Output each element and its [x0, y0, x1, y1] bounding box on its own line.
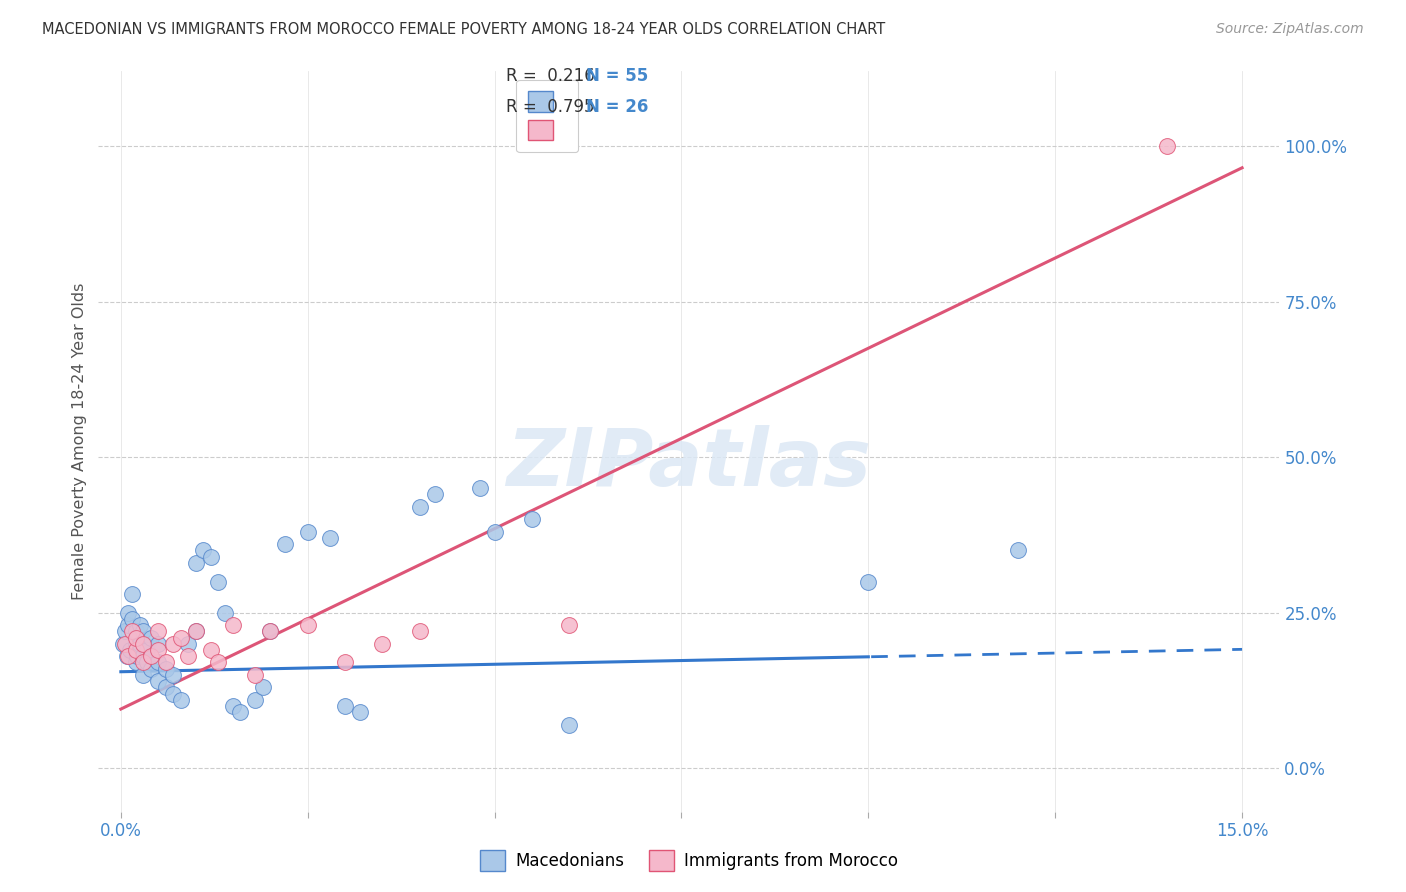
Point: [191, 543, 214, 558]
Point: [117, 606, 139, 620]
Point: [125, 624, 148, 639]
Point: [200, 549, 222, 564]
Point: [162, 637, 184, 651]
Point: [112, 637, 135, 651]
Text: ZIPatlas: ZIPatlas: [506, 425, 872, 503]
Point: [468, 481, 491, 495]
Point: [128, 637, 150, 651]
Point: [558, 717, 581, 731]
Point: [274, 537, 297, 551]
Point: [245, 668, 267, 682]
Text: MACEDONIAN VS IMMIGRANTS FROM MOROCCO FEMALE POVERTY AMONG 18-24 YEAR OLDS CORRE: MACEDONIAN VS IMMIGRANTS FROM MOROCCO FE…: [42, 22, 886, 37]
Point: [125, 656, 148, 670]
Point: [319, 531, 342, 545]
Text: Source: ZipAtlas.com: Source: ZipAtlas.com: [1216, 22, 1364, 37]
Point: [155, 656, 177, 670]
Point: [169, 631, 191, 645]
Point: [162, 686, 184, 700]
Point: [177, 649, 200, 664]
Point: [1007, 543, 1029, 558]
Point: [371, 637, 394, 651]
Point: [259, 624, 281, 639]
Y-axis label: Female Poverty Among 18-24 Year Olds: Female Poverty Among 18-24 Year Olds: [72, 283, 87, 600]
Point: [125, 631, 148, 645]
Point: [117, 649, 139, 664]
Text: N = 55: N = 55: [586, 67, 648, 85]
Point: [409, 500, 432, 514]
Point: [259, 624, 281, 639]
Point: [155, 681, 177, 695]
Text: R =  0.795: R = 0.795: [506, 98, 595, 116]
Point: [125, 637, 148, 651]
Point: [252, 681, 274, 695]
Point: [121, 612, 143, 626]
Point: [520, 512, 543, 526]
Point: [214, 606, 236, 620]
Point: [114, 637, 136, 651]
Point: [115, 649, 138, 664]
Point: [858, 574, 880, 589]
Legend: Macedonians, Immigrants from Morocco: Macedonians, Immigrants from Morocco: [474, 844, 904, 878]
Point: [162, 668, 184, 682]
Point: [148, 624, 170, 639]
Point: [409, 624, 432, 639]
Point: [484, 524, 506, 539]
Point: [132, 637, 155, 651]
Point: [132, 637, 155, 651]
Point: [222, 618, 245, 632]
Point: [333, 698, 356, 713]
Point: [136, 656, 159, 670]
Point: [125, 643, 148, 657]
Point: [200, 643, 222, 657]
Point: [148, 637, 170, 651]
Text: N = 26: N = 26: [586, 98, 648, 116]
Point: [245, 692, 267, 706]
Point: [207, 574, 229, 589]
Point: [558, 618, 581, 632]
Point: [139, 662, 162, 676]
Point: [132, 668, 155, 682]
Point: [121, 624, 143, 639]
Point: [155, 662, 177, 676]
Point: [177, 637, 200, 651]
Point: [117, 618, 139, 632]
Point: [132, 649, 155, 664]
Point: [229, 705, 252, 719]
Point: [132, 624, 155, 639]
Point: [184, 556, 207, 570]
Point: [118, 643, 141, 657]
Point: [297, 524, 319, 539]
Point: [148, 656, 170, 670]
Point: [148, 643, 170, 657]
Text: R =  0.216: R = 0.216: [506, 67, 595, 85]
Point: [222, 698, 245, 713]
Point: [136, 643, 159, 657]
Point: [132, 656, 155, 670]
Point: [139, 631, 162, 645]
Point: [169, 692, 191, 706]
Point: [114, 624, 136, 639]
Point: [139, 649, 162, 664]
Point: [184, 624, 207, 639]
Point: [121, 587, 143, 601]
Point: [333, 656, 356, 670]
Point: [349, 705, 371, 719]
Point: [423, 487, 446, 501]
Point: [297, 618, 319, 632]
Point: [184, 624, 207, 639]
Point: [148, 674, 170, 689]
Point: [207, 656, 229, 670]
Point: [127, 649, 149, 664]
Point: [1156, 139, 1178, 153]
Point: [128, 618, 150, 632]
